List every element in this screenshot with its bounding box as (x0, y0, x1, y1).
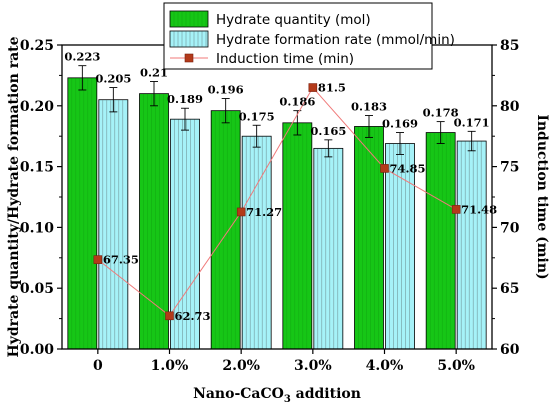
plot-background (62, 45, 492, 349)
formation-rate-bar (313, 147, 344, 350)
induction-time-data-label: 62.73 (175, 309, 211, 323)
legend-swatch-formation-rate (169, 30, 209, 48)
formation-rate-bar-group (313, 139, 344, 350)
legend-box (163, 2, 433, 70)
hydrate-quantity-data-label: 0.178 (423, 106, 459, 120)
induction-time-line (97, 86, 457, 317)
y2-tick-label: 60 (500, 342, 520, 358)
plot-area (62, 45, 492, 349)
hydrate-quantity-bar-group (282, 110, 313, 350)
y-tick-label: 0.20 (20, 99, 54, 115)
y-tick-label: 0.05 (20, 281, 54, 297)
hydrate-quantity-data-label: 0.196 (208, 83, 244, 97)
x-tick-label: 3.0% (294, 358, 332, 374)
hydrate-quantity-bar-group (210, 98, 241, 350)
y-tick-label: 0.15 (20, 160, 54, 176)
hydrate-quantity-bar-group (139, 81, 169, 350)
induction-time-point (93, 255, 103, 264)
y2-tick-label: 65 (500, 281, 519, 297)
hydrate-quantity-bar-group (354, 115, 384, 350)
x-axis-title-suffix: addition (291, 386, 361, 402)
hydrate-quantity-data-label: 0.186 (279, 95, 315, 109)
formation-rate-data-label: 0.205 (95, 72, 131, 86)
y-tick-label: 0.10 (20, 220, 54, 236)
y2-axis-title: Induction time (min) (534, 114, 550, 279)
formation-rate-bar (456, 140, 487, 350)
legend-marker-induction-time (184, 53, 194, 63)
bars-layer (67, 65, 487, 350)
formation-rate-data-label: 0.175 (239, 109, 275, 123)
induction-time-point (165, 311, 174, 321)
x-tick-label: 1.0% (151, 358, 189, 374)
formation-rate-data-label: 0.169 (382, 117, 418, 131)
hydrate-quantity-bar (282, 122, 313, 350)
y2-tick-label: 75 (500, 160, 519, 176)
legend-label-hydrate-quantity: Hydrate quantity (mol) (216, 12, 371, 28)
induction-time-point (236, 207, 246, 217)
induction-time-data-label: 71.27 (246, 205, 282, 219)
hydrate-quantity-bar (425, 132, 456, 350)
formation-rate-bar-group (456, 130, 487, 350)
formation-rate-data-label: 0.189 (167, 92, 203, 106)
x-tick-label: 2.0% (222, 358, 260, 374)
formation-rate-data-label: 0.171 (454, 115, 490, 129)
legend: Hydrate quantity (mol) Hydrate formation … (163, 2, 455, 70)
hydrate-quantity-bar-group (67, 65, 98, 350)
legend-label-induction-time: Induction time (min) (216, 51, 354, 67)
x-axis-title-subscript: 3 (284, 394, 291, 405)
induction-time-point (308, 83, 318, 92)
axes-layer: 0.00 0.05 0.10 0.15 0.20 0.25 60 65 70 75 80 85 0 1.0… (20, 38, 520, 374)
induction-time-point (451, 205, 461, 214)
y2-tick-label: 70 (500, 220, 520, 236)
induction-time-data-label: 71.48 (461, 202, 497, 216)
y2-tick-label: 85 (500, 38, 519, 54)
hydrate-quantity-bar (210, 110, 241, 350)
hydrate-quantity-bar (139, 93, 169, 350)
induction-time-data-label: 67.35 (103, 253, 139, 267)
formation-rate-bar-group (170, 107, 200, 350)
induction-time-point (380, 164, 389, 173)
formation-rate-bar-group (98, 87, 129, 350)
y-tick-label: 0.25 (20, 38, 54, 54)
hydrate-quantity-data-label: 0.183 (351, 100, 387, 114)
formation-rate-bar (98, 99, 129, 350)
induction-time-data-label: 81.5 (318, 81, 346, 95)
x-tick-label: 5.0% (437, 358, 475, 374)
hydrate-quantity-data-label: 0.223 (64, 50, 100, 64)
induction-time-data-label: 74.85 (390, 161, 426, 175)
y-axis-title: Hydrate quantity/Hydrate formation rate (6, 36, 22, 357)
hydrate-quantity-bar (354, 126, 384, 350)
legend-label-formation-rate: Hydrate formation rate (mmol/min) (216, 32, 455, 48)
hydrate-quantity-bar (67, 77, 98, 350)
x-axis-title-main: Nano-CaCO (193, 386, 284, 402)
x-axis-title: Nano-CaCO3 addition (193, 386, 361, 405)
y-tick-label: 0.00 (20, 342, 54, 358)
formation-rate-data-label: 0.165 (310, 124, 346, 138)
legend-swatch-hydrate-quantity (169, 10, 209, 28)
formation-rate-bar-group (241, 124, 272, 350)
x-tick-label: 0 (93, 358, 103, 374)
hydrate-quantity-data-label: 0.21 (140, 65, 168, 79)
x-tick-label: 4.0% (366, 358, 404, 374)
data-labels-layer: 0.223 0.21 0.196 0.186 0.183 0.178 0.205 0.189 0… (64, 50, 497, 323)
hydrate-quantity-bar-group (425, 121, 456, 350)
induction-time-line-layer (93, 83, 461, 321)
y2-tick-label: 80 (500, 99, 520, 115)
